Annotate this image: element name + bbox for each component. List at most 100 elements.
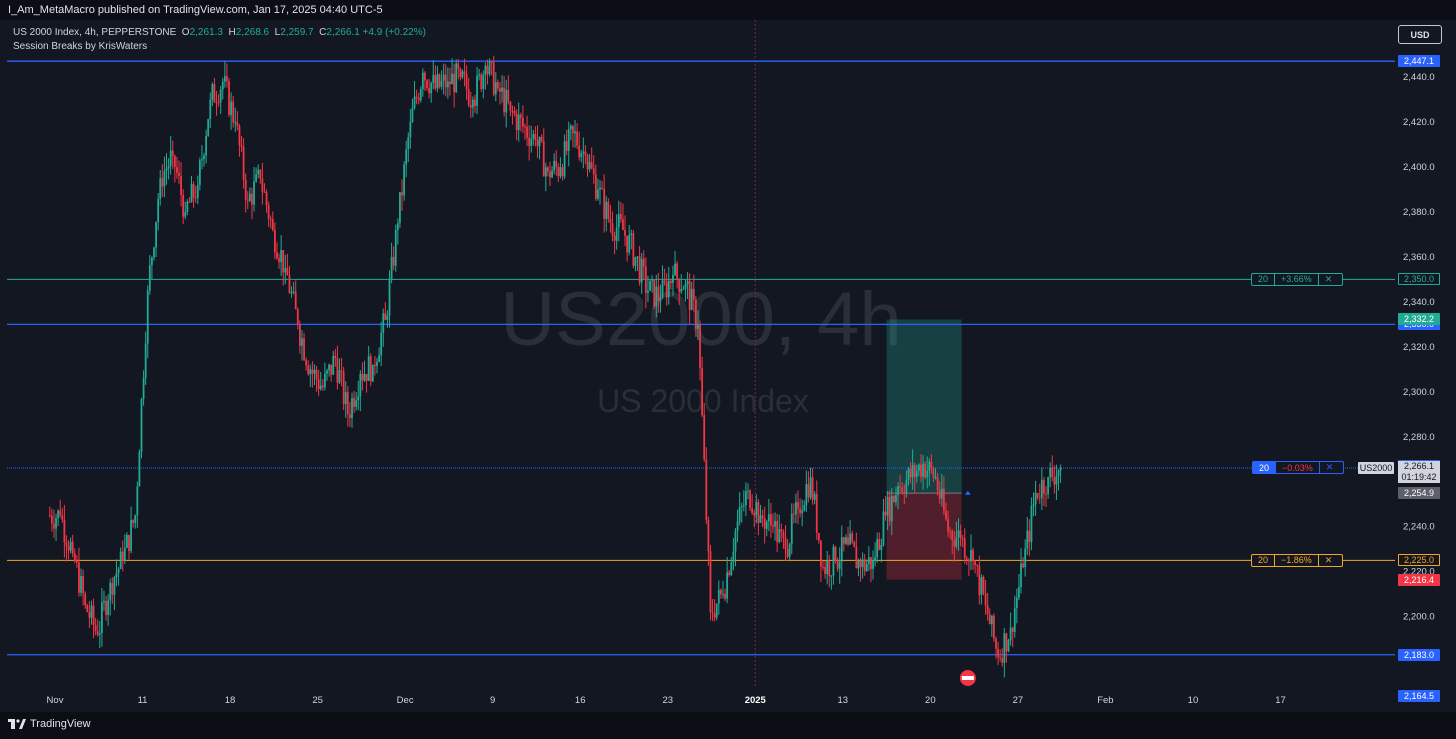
candle[interactable] (55, 518, 57, 529)
candle[interactable] (515, 113, 518, 131)
candle[interactable] (321, 385, 324, 388)
candle[interactable] (503, 87, 506, 113)
candle[interactable] (128, 534, 130, 552)
candle[interactable] (926, 470, 929, 478)
candle[interactable] (478, 74, 481, 76)
candle[interactable] (184, 212, 187, 217)
candle[interactable] (1032, 504, 1035, 507)
candle[interactable] (993, 615, 995, 639)
candle[interactable] (307, 365, 310, 375)
candle[interactable] (767, 514, 770, 522)
candle[interactable] (480, 74, 483, 89)
candle[interactable] (50, 515, 53, 524)
candle[interactable] (192, 184, 195, 198)
candle[interactable] (886, 497, 889, 516)
candle[interactable] (267, 205, 270, 219)
candle[interactable] (223, 76, 226, 82)
candle[interactable] (134, 515, 137, 524)
candle[interactable] (713, 613, 716, 618)
candle[interactable] (661, 280, 664, 298)
candle[interactable] (363, 374, 366, 381)
candle[interactable] (597, 189, 599, 199)
candle[interactable] (509, 101, 512, 111)
candle[interactable] (292, 291, 295, 293)
candle[interactable] (1018, 587, 1020, 598)
candle[interactable] (1003, 633, 1006, 663)
candle[interactable] (795, 502, 797, 515)
alert-label[interactable]: 20 −0.03% ✕ (1252, 461, 1344, 475)
candle[interactable] (409, 122, 412, 138)
candle[interactable] (628, 234, 631, 253)
candle[interactable] (188, 201, 191, 203)
candle[interactable] (378, 355, 380, 362)
candle[interactable] (765, 521, 768, 529)
candle[interactable] (1040, 479, 1043, 498)
candle[interactable] (374, 364, 376, 366)
candle[interactable] (117, 568, 120, 573)
candle[interactable] (311, 369, 314, 374)
candle[interactable] (888, 497, 891, 522)
candle[interactable] (67, 546, 70, 551)
candle[interactable] (407, 137, 410, 150)
candle[interactable] (694, 299, 697, 329)
candle[interactable] (965, 558, 968, 560)
candle[interactable] (103, 600, 105, 603)
candle[interactable] (917, 464, 920, 471)
candle[interactable] (261, 178, 264, 192)
candle[interactable] (853, 541, 856, 548)
candle[interactable] (594, 174, 597, 199)
candle[interactable] (976, 565, 979, 567)
candle[interactable] (601, 187, 603, 189)
candle[interactable] (659, 297, 662, 301)
candle[interactable] (340, 370, 343, 372)
candle[interactable] (167, 165, 170, 169)
candle[interactable] (242, 146, 245, 180)
candle[interactable] (1001, 658, 1004, 663)
candle[interactable] (738, 507, 741, 522)
candle[interactable] (842, 537, 845, 544)
candle[interactable] (71, 541, 74, 554)
candle[interactable] (276, 252, 278, 259)
candle[interactable] (747, 490, 749, 492)
candle[interactable] (442, 74, 445, 81)
candle[interactable] (388, 279, 391, 316)
candle[interactable] (305, 359, 308, 366)
candle[interactable] (809, 477, 812, 498)
candle[interactable] (96, 631, 99, 635)
candle[interactable] (857, 560, 860, 569)
candle[interactable] (778, 529, 781, 543)
candle[interactable] (303, 338, 305, 360)
candle[interactable] (284, 268, 287, 273)
currency-button[interactable]: USD (1398, 25, 1442, 44)
candle[interactable] (655, 286, 658, 307)
candle[interactable] (817, 533, 820, 541)
candle[interactable] (163, 170, 166, 187)
candle[interactable] (126, 534, 128, 548)
candle[interactable] (717, 589, 720, 604)
candle[interactable] (411, 107, 414, 123)
candle[interactable] (934, 477, 937, 479)
candle[interactable] (1036, 492, 1039, 498)
candle[interactable] (392, 256, 395, 266)
candle[interactable] (57, 510, 60, 519)
candle[interactable] (194, 197, 197, 199)
candle[interactable] (1013, 608, 1016, 632)
candle[interactable] (517, 114, 520, 131)
candle[interactable] (1049, 467, 1052, 478)
candle[interactable] (951, 531, 954, 541)
candle[interactable] (590, 162, 593, 169)
candle[interactable] (688, 280, 691, 310)
candle[interactable] (1057, 470, 1060, 477)
candle[interactable] (536, 140, 539, 147)
candle[interactable] (949, 531, 952, 533)
candle[interactable] (86, 605, 89, 612)
candle[interactable] (80, 575, 82, 593)
candle[interactable] (251, 193, 253, 205)
candle[interactable] (542, 140, 545, 177)
alert-close-icon[interactable]: ✕ (1325, 462, 1334, 473)
candle[interactable] (770, 514, 772, 526)
candle[interactable] (73, 553, 76, 561)
candle[interactable] (436, 74, 439, 89)
candle[interactable] (511, 110, 514, 112)
